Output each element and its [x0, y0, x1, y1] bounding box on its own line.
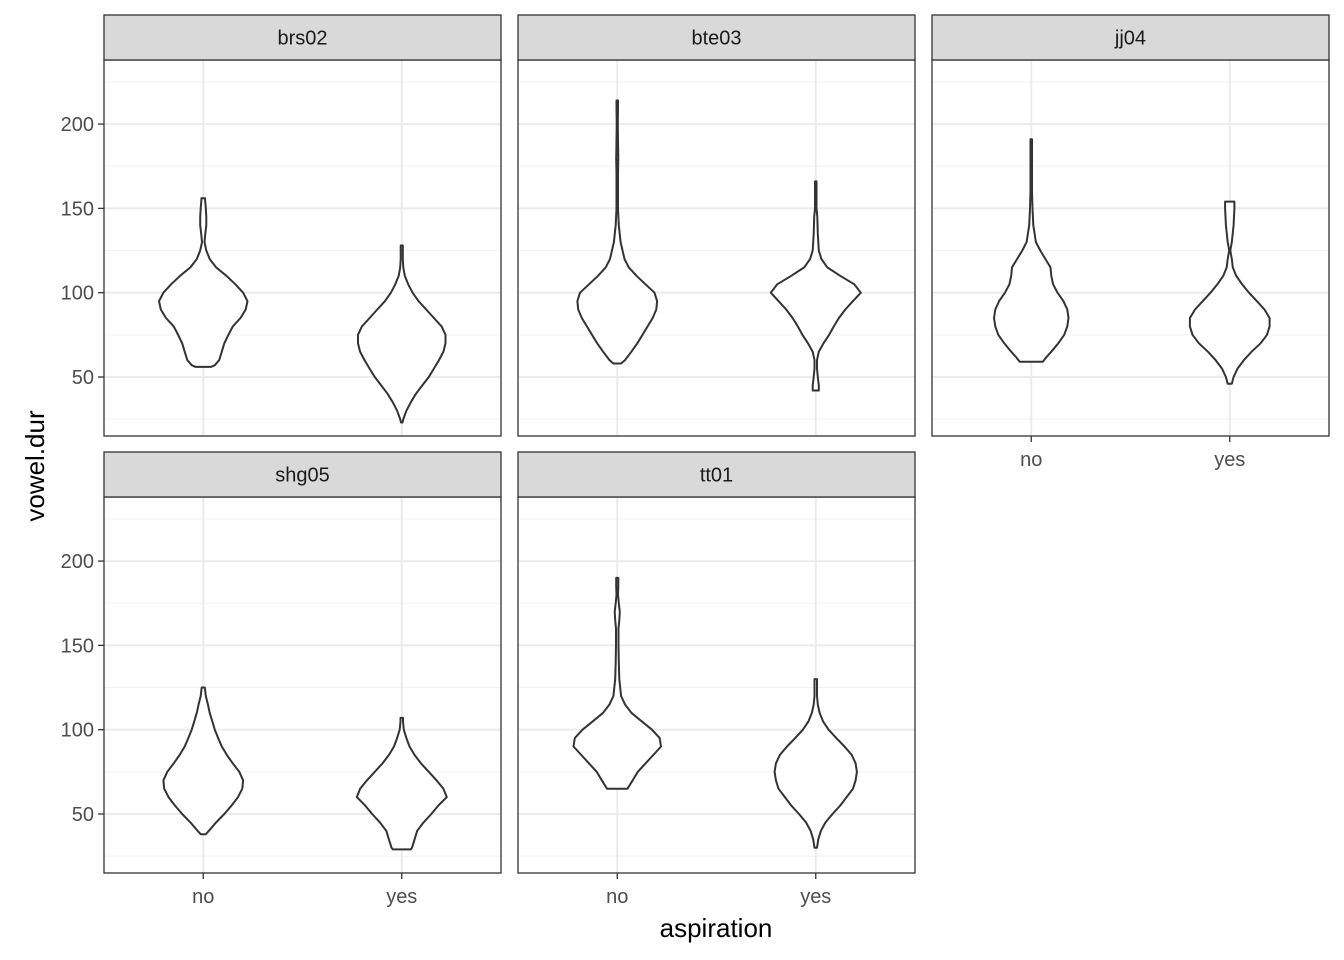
y-tick-label: 150 [61, 635, 94, 657]
facet-panel-jj04: jj04 no yes [931, 14, 1330, 471]
y-tick-label: 200 [61, 551, 94, 573]
panel-background [104, 60, 501, 436]
violin-shg05-no [162, 686, 245, 836]
strip-background [103, 14, 502, 61]
x-tick-label: no [606, 886, 628, 908]
violin-bte03-yes [769, 180, 862, 392]
violin-jj04-yes [1188, 200, 1271, 385]
facet-panel-brs02: brs02 50 100 150 200 [61, 14, 502, 437]
panel-background [932, 60, 1329, 436]
x-tick-label: yes [1214, 449, 1245, 471]
y-tick-label: 50 [72, 804, 94, 826]
y-tick-label: 150 [61, 198, 94, 220]
facet-panel-tt01: tt01 no yes [517, 451, 916, 908]
violin-shg05-yes [355, 716, 448, 851]
strip-label: brs02 [277, 28, 327, 50]
strip-label: jj04 [1114, 28, 1146, 50]
x-tick-label: no [192, 886, 214, 908]
violin-jj04-no [993, 138, 1070, 363]
y-tick-label: 100 [61, 283, 94, 305]
strip-background [931, 14, 1330, 61]
strip-background [517, 14, 916, 61]
x-tick-label: no [1020, 449, 1042, 471]
violin-brs02-yes [357, 244, 447, 424]
y-tick-label: 100 [61, 720, 94, 742]
strip-label: tt01 [700, 465, 733, 487]
facet-panel-shg05: shg05 50 100 150 200 no yes [61, 451, 502, 908]
strip-label: bte03 [691, 28, 741, 50]
violin-bte03-no [576, 99, 659, 365]
strip-label: shg05 [275, 465, 330, 487]
panel-background [518, 60, 915, 436]
y-tick-label: 50 [72, 367, 94, 389]
violin-brs02-no [158, 197, 249, 368]
x-tick-label: yes [800, 886, 831, 908]
y-axis-title: vowel.dur [20, 410, 50, 522]
violin-tt01-yes [773, 678, 858, 849]
y-tick-label: 200 [61, 114, 94, 136]
strip-background [103, 451, 502, 498]
panel-background [518, 497, 915, 873]
x-axis-title: aspiration [660, 913, 773, 943]
x-tick-label: yes [386, 886, 417, 908]
strip-background [517, 451, 916, 498]
facet-panel-bte03: bte03 [517, 14, 916, 437]
violin-tt01-no [572, 576, 662, 790]
panel-background [104, 497, 501, 873]
